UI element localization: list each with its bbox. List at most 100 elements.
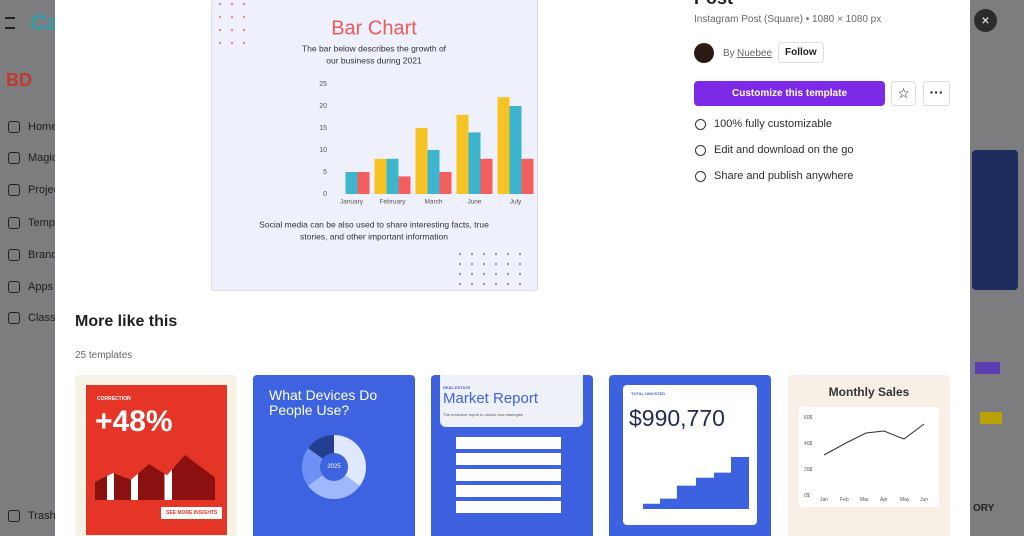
card-tag: CORRECTION bbox=[97, 396, 131, 402]
star-button[interactable]: ☆ bbox=[891, 81, 916, 106]
decor-dot bbox=[458, 262, 462, 266]
decor-dot bbox=[218, 28, 222, 32]
decor-dot bbox=[518, 272, 522, 276]
decor-dot bbox=[482, 262, 486, 266]
chart-subtitle: The bar below describes the growth of bbox=[302, 43, 447, 53]
template-card[interactable]: What Devices Do People Use? 2025 bbox=[253, 375, 415, 536]
nav-item[interactable]: Apps bbox=[8, 281, 53, 293]
axis-label: 40$ bbox=[804, 441, 813, 447]
more-button[interactable]: ··· bbox=[923, 81, 950, 106]
decor-dot bbox=[494, 282, 498, 286]
nav-item[interactable]: Home bbox=[8, 121, 57, 133]
card-tag: TOTAL UNLISTED bbox=[631, 391, 665, 396]
bar bbox=[509, 106, 522, 194]
decor-dot bbox=[482, 272, 486, 276]
feature-text: Edit and download on the go bbox=[714, 144, 854, 156]
menu-icon[interactable] bbox=[5, 17, 15, 29]
nav-item[interactable]: Brand bbox=[8, 249, 57, 261]
decor-dot bbox=[470, 282, 474, 286]
axis-label: Jan bbox=[820, 497, 829, 503]
decor-dot bbox=[230, 41, 234, 45]
author-avatar[interactable] bbox=[694, 43, 714, 63]
bar bbox=[497, 97, 510, 194]
template-title: Post bbox=[694, 0, 733, 9]
template-card[interactable]: Monthly Sales 60$ 40$ 20$ 0$ Jan Feb Mar Apr Ma… bbox=[788, 375, 950, 536]
axis-label: Apr bbox=[880, 497, 888, 503]
nav-item[interactable]: Temp bbox=[8, 217, 55, 229]
decor-dot bbox=[458, 272, 462, 276]
bar bbox=[427, 150, 440, 194]
decor-dot bbox=[506, 282, 510, 286]
nav-label: Temp bbox=[28, 217, 55, 229]
chart-title: Bar Chart bbox=[331, 17, 417, 39]
decor-dot bbox=[242, 28, 246, 32]
decor-dot bbox=[242, 2, 246, 6]
card-line bbox=[823, 423, 925, 456]
x-tick-label: June bbox=[467, 199, 481, 206]
template-modal: Bar Chart The bar below describes the gro… bbox=[55, 0, 970, 536]
decor-dot bbox=[482, 252, 486, 256]
bar bbox=[521, 158, 534, 194]
card-sub: The exclusive report to unlock new strat… bbox=[443, 412, 524, 417]
decor-dot bbox=[458, 282, 462, 286]
bar bbox=[374, 158, 387, 194]
feature-icon bbox=[695, 118, 706, 130]
decor-dot bbox=[518, 282, 522, 286]
bg-chip bbox=[975, 362, 1000, 374]
y-tick-label: 25 bbox=[319, 81, 327, 88]
y-tick-label: 5 bbox=[323, 169, 327, 176]
decor-dot bbox=[218, 2, 222, 6]
decor-dot bbox=[470, 252, 474, 256]
follow-button[interactable]: Follow bbox=[778, 42, 824, 63]
decor-dot bbox=[230, 28, 234, 32]
decor-dot bbox=[518, 252, 522, 256]
nav-item[interactable]: Projec bbox=[8, 184, 59, 196]
decor-dot bbox=[494, 252, 498, 256]
decor-dot bbox=[218, 15, 222, 19]
template-format: Instagram Post (Square) • 1080 × 1080 px bbox=[694, 14, 882, 25]
card-title: Monthly Sales bbox=[828, 385, 910, 399]
nav-label: Apps bbox=[28, 281, 54, 293]
x-tick-label: January bbox=[340, 199, 364, 206]
x-tick-label: July bbox=[510, 199, 522, 206]
y-tick-label: 20 bbox=[319, 103, 327, 110]
bar bbox=[468, 132, 481, 194]
nav-item[interactable]: Trash bbox=[8, 510, 56, 522]
feature-icon bbox=[695, 144, 706, 156]
feature-icon bbox=[695, 170, 706, 182]
nav-icon bbox=[8, 217, 20, 229]
author-link[interactable]: Nuebee bbox=[737, 48, 773, 59]
decor-dot bbox=[482, 282, 486, 286]
nav-label: Classr bbox=[28, 312, 60, 324]
nav-item[interactable]: Classr bbox=[8, 312, 59, 324]
nav-label: Trash bbox=[28, 510, 56, 522]
decor-dot bbox=[494, 272, 498, 276]
template-card[interactable]: TOTAL UNLISTED $990,770 bbox=[609, 375, 771, 536]
nav-item[interactable]: Magic bbox=[8, 152, 57, 164]
by-label: By bbox=[723, 48, 735, 59]
logo[interactable]: Ca bbox=[30, 10, 59, 35]
preview bbox=[211, 0, 538, 291]
close-button[interactable]: × bbox=[974, 9, 997, 32]
card-big: +48% bbox=[95, 405, 173, 438]
donut-hole: 2025 bbox=[320, 453, 348, 481]
bar bbox=[386, 158, 399, 194]
decor-dot bbox=[470, 272, 474, 276]
template-card[interactable]: CORRECTION +48% SEE MORE INSIGHTS bbox=[75, 375, 237, 536]
y-tick-label: 15 bbox=[319, 125, 327, 132]
workspace[interactable]: BD bbox=[6, 70, 32, 90]
decor-dot bbox=[458, 252, 462, 256]
customize-button[interactable]: Customize this template bbox=[694, 81, 885, 106]
decor-dot bbox=[506, 262, 510, 266]
bg-text: ORY bbox=[973, 503, 995, 514]
decor-dot bbox=[242, 15, 246, 19]
card-title: What Devices Do People Use? bbox=[269, 387, 378, 418]
template-card[interactable]: REAL ESTATE Market Report The exclusive … bbox=[431, 375, 593, 536]
feature-text: 100% fully customizable bbox=[714, 118, 833, 130]
bg-chip bbox=[980, 412, 1002, 424]
feature: Edit and download on the go bbox=[695, 144, 853, 156]
bar bbox=[415, 128, 428, 194]
axis-label: Jun bbox=[920, 497, 929, 503]
feature-text: Share and publish anywhere bbox=[714, 170, 854, 182]
